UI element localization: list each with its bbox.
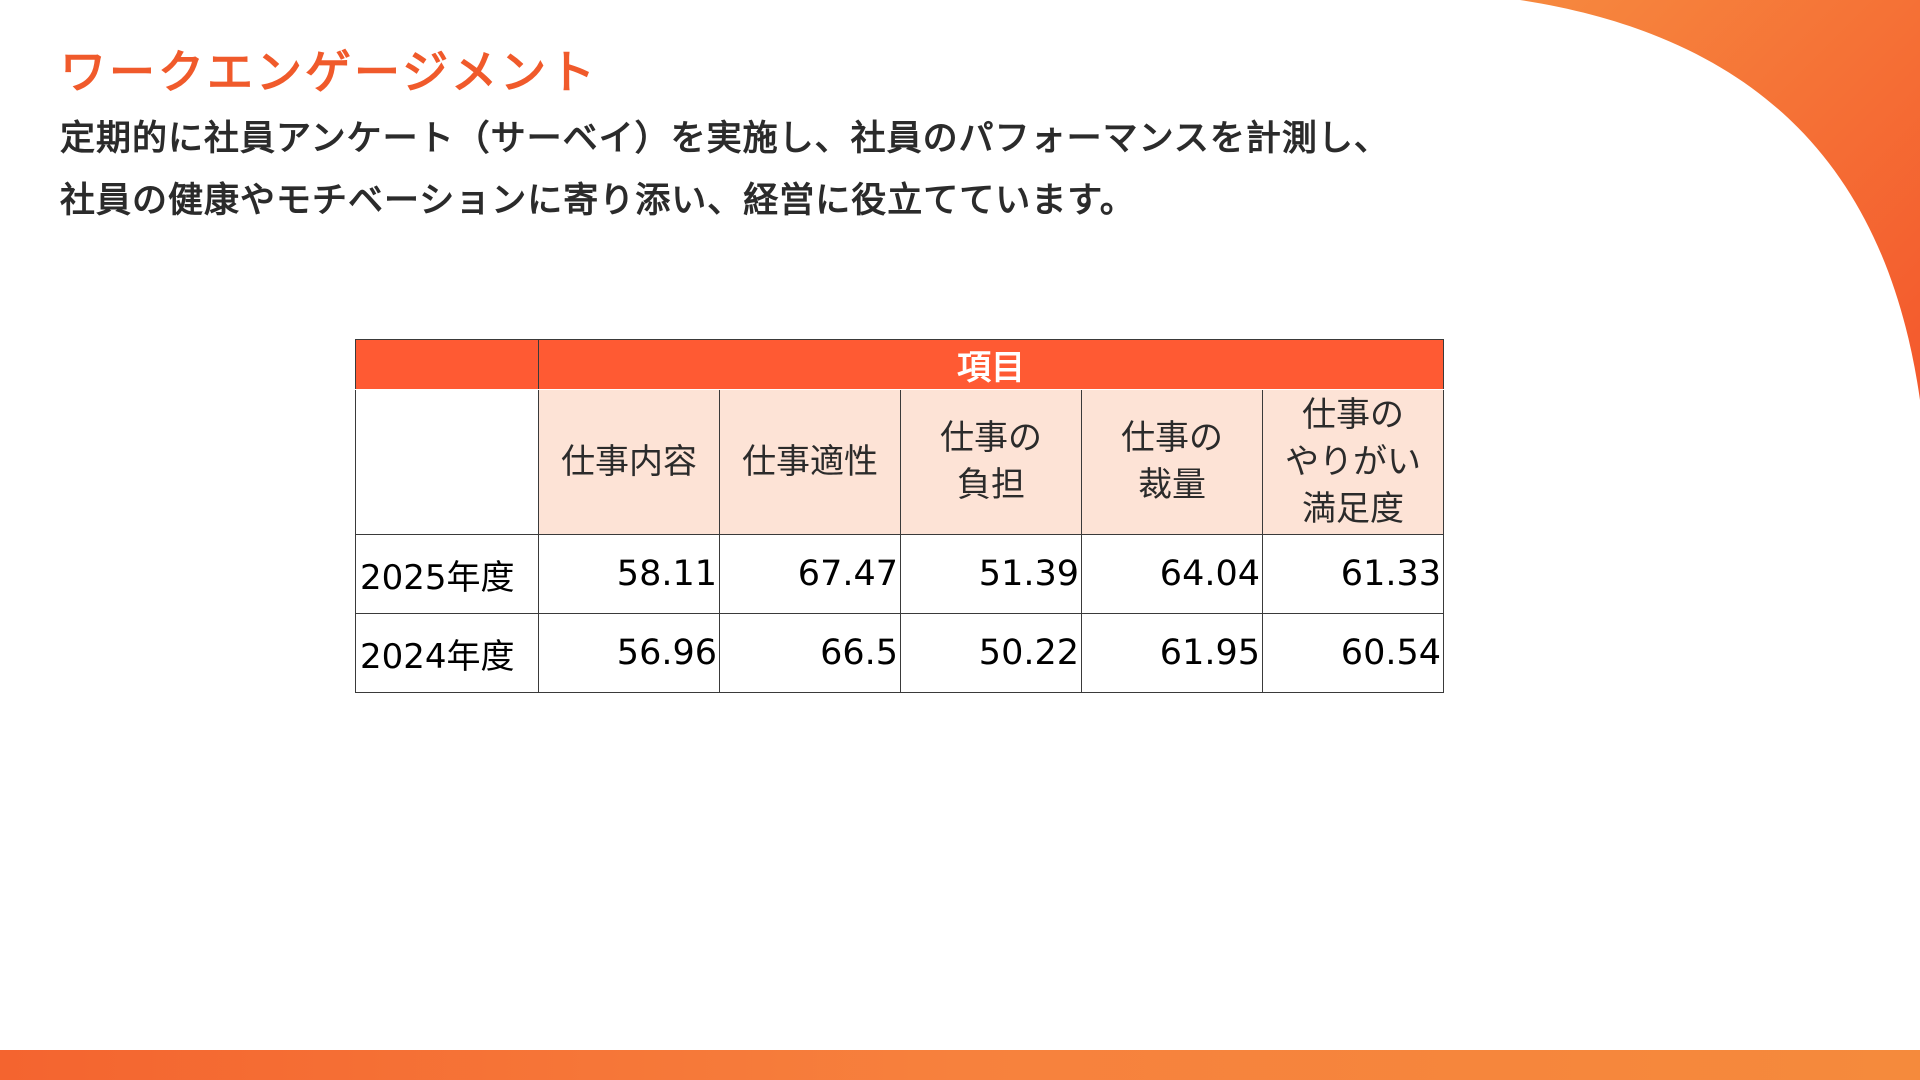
table-cell: 58.11 [538,534,720,614]
table-cell: 66.5 [719,613,901,693]
table-cell: 61.33 [1262,534,1444,614]
category-yarigai-manzokudo: 仕事の やりがい 満足度 [1262,389,1444,535]
category-line: やりがい [1285,441,1421,482]
category-shigoto-futan: 仕事の 負担 [900,389,1082,535]
category-line: 仕事の [1302,394,1404,435]
category-shigoto-sairyou: 仕事の 裁量 [1081,389,1263,535]
table-cell: 51.39 [900,534,1082,614]
table-cell: 61.95 [1081,613,1263,693]
row-year-label: 2024年度 [355,613,539,693]
table-group-header-row: 項目 [355,339,1444,390]
category-corner-cell [355,389,539,535]
table-cell: 50.22 [900,613,1082,693]
category-line: 仕事内容 [561,441,697,482]
description-line-2: 社員の健康やモチベーションに寄り添い、経営に役立てています。 [60,181,1136,221]
category-line: 満足度 [1302,488,1404,529]
category-line: 仕事の [940,418,1042,458]
category-line: 裁量 [1138,465,1206,505]
category-line: 負担 [957,465,1025,505]
table-row-2025: 2025年度 58.11 67.47 51.39 64.04 61.33 [355,534,1444,614]
engagement-table: 項目 仕事内容 仕事適性 仕事の 負担 仕事の 裁量 仕事の やりがい 満足度 … [355,339,1444,693]
row-year-label: 2025年度 [355,534,539,614]
category-shigoto-tekisei: 仕事適性 [719,389,901,535]
category-shigoto-naiyou: 仕事内容 [538,389,720,535]
bottom-accent-bar [0,1050,1920,1080]
group-header: 項目 [538,339,1444,390]
category-line: 仕事適性 [742,441,878,482]
description-line-1: 定期的に社員アンケート（サーベイ）を実施し、社員のパフォーマンスを計測し、 [60,119,1390,159]
description: 定期的に社員アンケート（サーベイ）を実施し、社員のパフォーマンスを計測し、 社員… [60,108,1390,232]
category-line: 仕事の [1121,418,1223,458]
table-cell: 56.96 [538,613,720,693]
corner-cell [355,339,539,390]
table-cell: 67.47 [719,534,901,614]
page-title: ワークエンゲージメント [60,45,599,99]
table-cell: 64.04 [1081,534,1263,614]
table-row-2024: 2024年度 56.96 66.5 50.22 61.95 60.54 [355,613,1444,693]
category-row: 仕事内容 仕事適性 仕事の 負担 仕事の 裁量 仕事の やりがい 満足度 [355,389,1444,535]
corner-decoration [1520,0,1920,400]
table-cell: 60.54 [1262,613,1444,693]
